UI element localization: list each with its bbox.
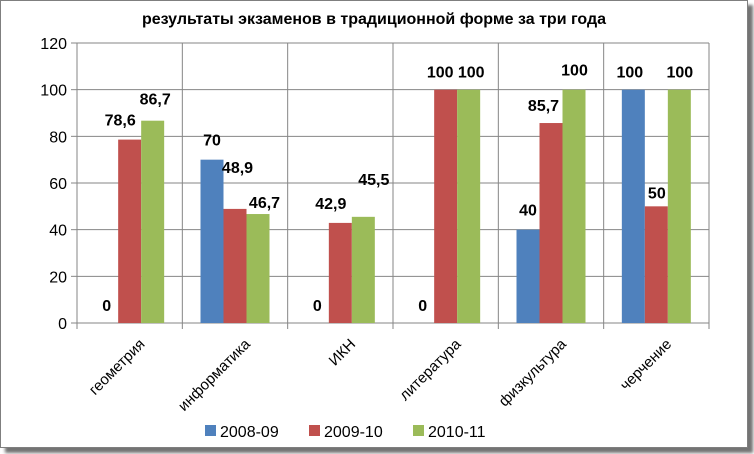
gridlines [76,42,710,329]
data-label: 45,5 [358,172,389,189]
data-label: 46,7 [249,195,280,212]
legend-label: 2009-10 [324,424,383,441]
bar-2008-09-4 [516,229,540,323]
x-tick-label: литература [396,335,465,404]
data-label: 42,9 [315,196,346,213]
data-label: 0 [102,298,111,315]
y-tick-label: 40 [49,223,67,240]
bar-2009-10-4 [539,123,563,324]
y-tick-label: 0 [58,316,67,333]
data-label: 0 [313,298,322,315]
data-label: 0 [418,298,427,315]
data-label: 100 [666,65,693,82]
bar-2010-11-5 [667,89,691,324]
legend-label: 2008-09 [220,424,279,441]
legend: 2008-09 2009-10 2010-11 [205,424,486,441]
chart-title: результаты экзаменов в традиционной форм… [142,11,606,28]
bar-2009-10-2 [328,222,352,323]
data-label: 50 [648,185,666,202]
bar-2010-11-0 [141,120,165,323]
data-label: 78,6 [105,113,136,130]
bar-2010-11-2 [351,216,375,323]
y-tick-label: 120 [40,36,67,53]
bar-2008-09-5 [621,89,645,324]
chart-frame: результаты экзаменов в традиционной форм… [0,0,748,448]
bar-2009-10-5 [644,206,668,323]
x-tick-label: ИКН [326,336,359,369]
bar-2010-11-3 [457,89,481,324]
data-label: 100 [458,65,485,82]
data-label: 48,9 [222,160,253,177]
data-label: 100 [427,65,454,82]
bar-2009-10-3 [434,89,458,324]
legend-swatch-2010-11 [413,425,424,436]
data-label: 70 [203,133,221,150]
y-tick-label: 100 [40,83,67,100]
bar-2009-10-0 [118,139,142,323]
x-tick-label: информатика [175,335,254,414]
x-tick-label: физкультура [496,335,571,410]
bar-2010-11-4 [562,89,586,324]
legend-swatch-2008-09 [205,425,216,436]
legend-swatch-2009-10 [309,425,320,436]
y-tick-label: 60 [49,176,67,193]
bar-chart: результаты экзаменов в традиционной форм… [40,11,710,441]
bar-2008-09-1 [200,159,224,323]
data-label: 40 [519,203,537,220]
legend-label: 2010-11 [428,424,486,441]
bar-2009-10-1 [223,208,247,323]
x-tick-label: черчение [617,336,675,394]
data-label: 86,7 [140,92,171,109]
y-tick-label: 80 [49,129,67,146]
data-label: 100 [561,63,588,80]
data-label: 85,7 [528,98,559,115]
bars [118,89,691,324]
data-label: 100 [616,65,643,82]
y-tick-label: 20 [49,269,67,286]
bar-2010-11-1 [246,214,270,323]
x-tick-label: геометрия [86,336,149,399]
